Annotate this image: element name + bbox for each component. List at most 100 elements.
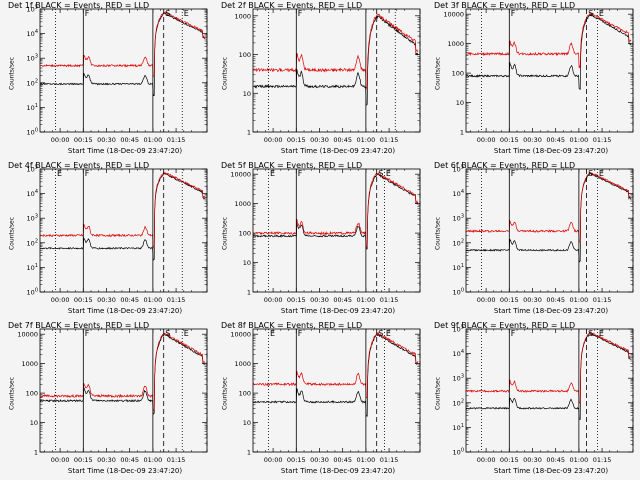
y-tick-label: 10 bbox=[456, 99, 464, 107]
chart-title: Det 1f BLACK = Events, RED = LLD bbox=[8, 1, 150, 10]
x-tick-label: 01:15 bbox=[167, 296, 186, 304]
y-tick-label: 10000 bbox=[230, 331, 251, 339]
x-axis-label: Start Time (18-Dec-09 23:47:20) bbox=[493, 147, 609, 155]
y-axis-label: Counts/sec bbox=[434, 216, 442, 251]
series-line bbox=[466, 13, 632, 91]
plot-area: 1 10 100 1000 10000 00:00 00:15 00:30 00:45 01:00… bbox=[230, 168, 421, 304]
x-tick-label: 00:15 bbox=[74, 136, 93, 144]
y-tick-label: 100 bbox=[26, 390, 38, 398]
x-tick-label: 00:45 bbox=[333, 296, 352, 304]
x-tick-label: 00:45 bbox=[120, 136, 139, 144]
plot-area: 1 10 100 1000 10000 00:00 00:15 00:30 00:45 01:00… bbox=[443, 8, 634, 144]
plot-area: 100 101 102 103 104 105 00:00 00:15 00:30 00:45 01… bbox=[27, 165, 208, 304]
marker-label: E bbox=[184, 329, 189, 338]
axis-frame bbox=[252, 168, 421, 293]
marker-label: E bbox=[270, 169, 275, 178]
y-tick-label: 104 bbox=[453, 349, 464, 358]
series-group bbox=[40, 171, 206, 261]
x-tick-label: 00:30 bbox=[523, 296, 542, 304]
y-axis-label: Counts/sec bbox=[8, 216, 16, 251]
series-group bbox=[466, 331, 632, 421]
x-tick-label: 00:30 bbox=[523, 456, 542, 464]
series-group bbox=[253, 13, 419, 106]
y-axis-label: Counts/sec bbox=[8, 56, 16, 91]
y-tick-label: 10 bbox=[243, 259, 251, 267]
detector-panel: 1 10 100 1000 10000 00:00 00:15 00:30 00:45 01:00… bbox=[213, 160, 426, 320]
marker-label: E bbox=[386, 329, 391, 338]
marker-label: S bbox=[165, 329, 170, 338]
series-line bbox=[40, 172, 206, 261]
marker-label: S bbox=[378, 329, 383, 338]
x-tick-label: 00:45 bbox=[120, 456, 139, 464]
x-tick-label: 00:45 bbox=[333, 136, 352, 144]
x-tick-label: 01:00 bbox=[357, 456, 376, 464]
series-line bbox=[466, 11, 632, 69]
y-tick-label: 101 bbox=[27, 263, 38, 272]
x-tick-label: 00:30 bbox=[310, 456, 329, 464]
x-tick-label: 00:00 bbox=[264, 456, 283, 464]
marker-label: F bbox=[511, 9, 516, 18]
x-axis-label: Start Time (18-Dec-09 23:47:20) bbox=[67, 467, 183, 475]
detector-panel: 1 10 100 1000 00:00 00:15 00:30 00:45 01:00 01:15… bbox=[213, 0, 426, 160]
x-tick-label: 01:15 bbox=[167, 136, 186, 144]
y-tick-label: 10000 bbox=[443, 11, 464, 19]
y-tick-label: 103 bbox=[453, 214, 464, 223]
y-tick-label: 1000 bbox=[447, 40, 464, 48]
x-tick-label: 00:00 bbox=[264, 296, 283, 304]
x-tick-label: 00:30 bbox=[310, 296, 329, 304]
x-axis-label: Start Time (18-Dec-09 23:47:20) bbox=[280, 467, 396, 475]
marker-label: E bbox=[270, 329, 275, 338]
x-tick-label: 00:30 bbox=[97, 456, 116, 464]
series-line bbox=[253, 173, 419, 250]
series-group bbox=[466, 11, 632, 91]
marker-label: S bbox=[378, 169, 383, 178]
plot-area: 100 101 102 103 104 105 00:00 00:15 00:30 00:45 01… bbox=[453, 325, 634, 464]
x-tick-label: 00:45 bbox=[546, 456, 565, 464]
y-axis-label: Counts/sec bbox=[221, 216, 229, 251]
axis-frame bbox=[39, 328, 208, 453]
chart-title: Det 4f BLACK = Events, RED = LLD bbox=[8, 161, 150, 170]
series-group bbox=[40, 11, 206, 97]
x-tick-label: 01:15 bbox=[380, 136, 399, 144]
marker-label: E bbox=[599, 169, 604, 178]
x-tick-label: 00:15 bbox=[74, 296, 93, 304]
detector-panel: 1 10 100 1000 10000 00:00 00:15 00:30 00:45 01:00… bbox=[213, 320, 426, 480]
chart-title: Det 7f BLACK = Events, RED = LLD bbox=[8, 321, 150, 330]
marker-label: F bbox=[511, 169, 516, 178]
x-tick-label: 00:15 bbox=[74, 456, 93, 464]
marker-label: F bbox=[511, 329, 516, 338]
series-group bbox=[466, 172, 632, 263]
x-axis-label: Start Time (18-Dec-09 23:47:20) bbox=[67, 147, 183, 155]
y-tick-label: 1 bbox=[247, 449, 251, 457]
y-tick-label: 10000 bbox=[17, 331, 38, 339]
axis-frame bbox=[39, 8, 208, 133]
x-tick-label: 01:00 bbox=[144, 136, 163, 144]
y-tick-label: 103 bbox=[27, 214, 38, 223]
series-line bbox=[253, 332, 419, 399]
x-axis-label: Start Time (18-Dec-09 23:47:20) bbox=[493, 307, 609, 315]
y-tick-label: 104 bbox=[27, 29, 38, 38]
x-tick-label: 01:15 bbox=[380, 456, 399, 464]
x-tick-label: 00:30 bbox=[523, 136, 542, 144]
x-tick-label: 00:15 bbox=[500, 456, 519, 464]
y-tick-label: 105 bbox=[27, 165, 38, 174]
marker-label: E bbox=[599, 329, 604, 338]
detector-panel: 1 10 100 1000 10000 00:00 00:15 00:30 00:45 01:00… bbox=[0, 320, 213, 480]
y-axis-label: Counts/sec bbox=[221, 376, 229, 411]
y-tick-label: 101 bbox=[27, 103, 38, 112]
x-tick-label: 01:00 bbox=[357, 136, 376, 144]
x-tick-label: 00:15 bbox=[287, 456, 306, 464]
chart-title: Det 2f BLACK = Events, RED = LLD bbox=[221, 1, 363, 10]
y-tick-label: 10 bbox=[30, 419, 38, 427]
x-tick-label: 01:15 bbox=[593, 296, 612, 304]
series-line bbox=[40, 171, 206, 249]
y-tick-label: 100 bbox=[27, 128, 38, 137]
marker-label: S bbox=[588, 169, 593, 178]
y-axis-label: Counts/sec bbox=[8, 376, 16, 411]
detector-panel: 100 101 102 103 104 105 00:00 00:15 00:30 00:45 01… bbox=[426, 320, 639, 480]
y-tick-label: 105 bbox=[453, 165, 464, 174]
marker-label: F bbox=[85, 9, 90, 18]
x-axis-label: Start Time (18-Dec-09 23:47:20) bbox=[280, 307, 396, 315]
x-tick-label: 01:15 bbox=[593, 136, 612, 144]
x-axis-label: Start Time (18-Dec-09 23:47:20) bbox=[67, 307, 183, 315]
